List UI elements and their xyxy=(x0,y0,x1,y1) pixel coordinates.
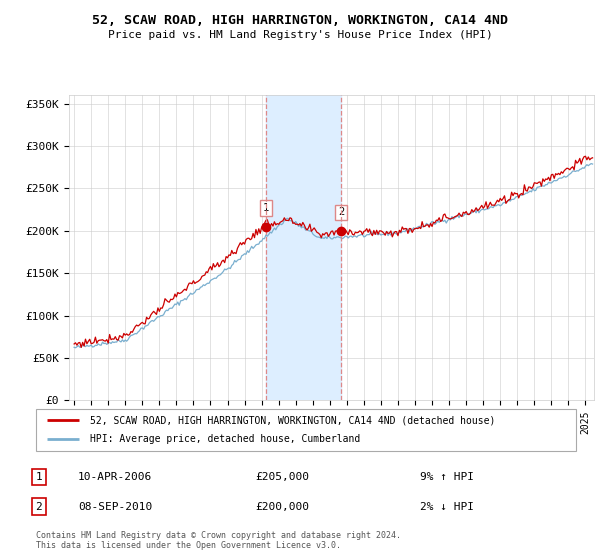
Text: 08-SEP-2010: 08-SEP-2010 xyxy=(78,502,152,512)
Text: 1: 1 xyxy=(35,472,43,482)
FancyBboxPatch shape xyxy=(36,409,576,451)
Bar xyxy=(266,95,341,400)
Text: 2: 2 xyxy=(35,502,43,512)
Text: 2: 2 xyxy=(338,207,344,217)
Text: 1: 1 xyxy=(263,203,269,213)
Text: 52, SCAW ROAD, HIGH HARRINGTON, WORKINGTON, CA14 4ND (detached house): 52, SCAW ROAD, HIGH HARRINGTON, WORKINGT… xyxy=(90,415,496,425)
Text: 52, SCAW ROAD, HIGH HARRINGTON, WORKINGTON, CA14 4ND: 52, SCAW ROAD, HIGH HARRINGTON, WORKINGT… xyxy=(92,14,508,27)
Text: £205,000: £205,000 xyxy=(255,472,309,482)
Text: Contains HM Land Registry data © Crown copyright and database right 2024.
This d: Contains HM Land Registry data © Crown c… xyxy=(36,531,401,550)
Text: Price paid vs. HM Land Registry's House Price Index (HPI): Price paid vs. HM Land Registry's House … xyxy=(107,30,493,40)
Text: 9% ↑ HPI: 9% ↑ HPI xyxy=(420,472,474,482)
Text: £200,000: £200,000 xyxy=(255,502,309,512)
Text: 10-APR-2006: 10-APR-2006 xyxy=(78,472,152,482)
Text: 2% ↓ HPI: 2% ↓ HPI xyxy=(420,502,474,512)
Text: HPI: Average price, detached house, Cumberland: HPI: Average price, detached house, Cumb… xyxy=(90,434,360,444)
